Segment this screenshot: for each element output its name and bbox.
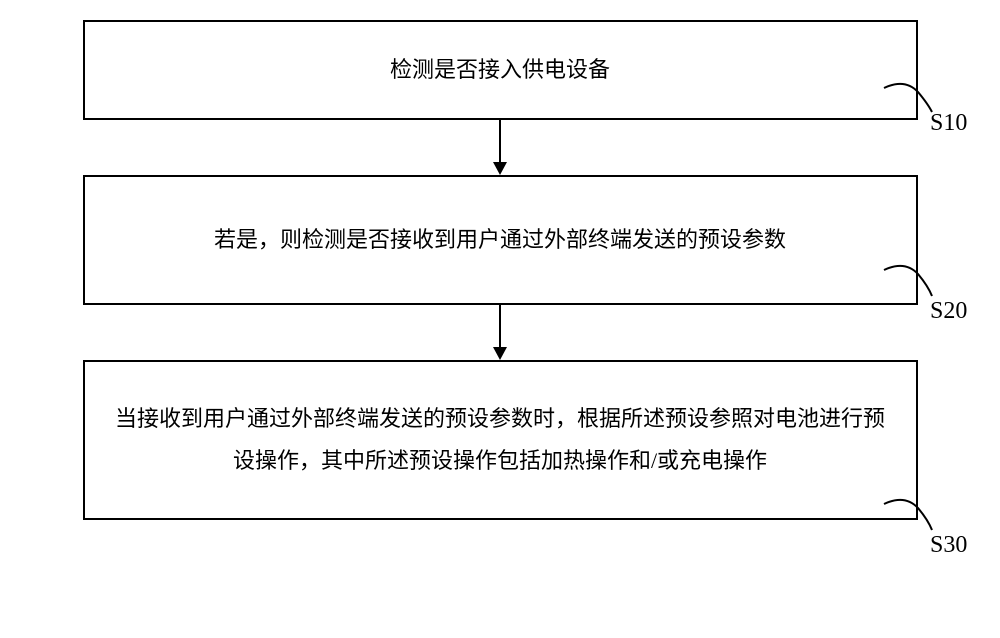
flow-step-text: 检测是否接入供电设备 [390,49,610,91]
flow-step-text: 若是，则检测是否接收到用户通过外部终端发送的预设参数 [214,219,786,261]
flowchart-container: 检测是否接入供电设备 若是，则检测是否接收到用户通过外部终端发送的预设参数 当接… [50,20,950,520]
step-label-s20: S20 [930,298,967,325]
flow-step-s30: 当接收到用户通过外部终端发送的预设参数时，根据所述预设参照对电池进行预设操作，其… [83,360,918,520]
step-label-s10: S10 [930,110,967,137]
arrow-icon [485,305,515,360]
step-label-s30: S30 [930,532,967,559]
flow-step-s10: 检测是否接入供电设备 [83,20,918,120]
flow-step-s20: 若是，则检测是否接收到用户通过外部终端发送的预设参数 [83,175,918,305]
flow-step-text: 当接收到用户通过外部终端发送的预设参数时，根据所述预设参照对电池进行预设操作，其… [115,398,886,482]
arrow-icon [485,120,515,175]
